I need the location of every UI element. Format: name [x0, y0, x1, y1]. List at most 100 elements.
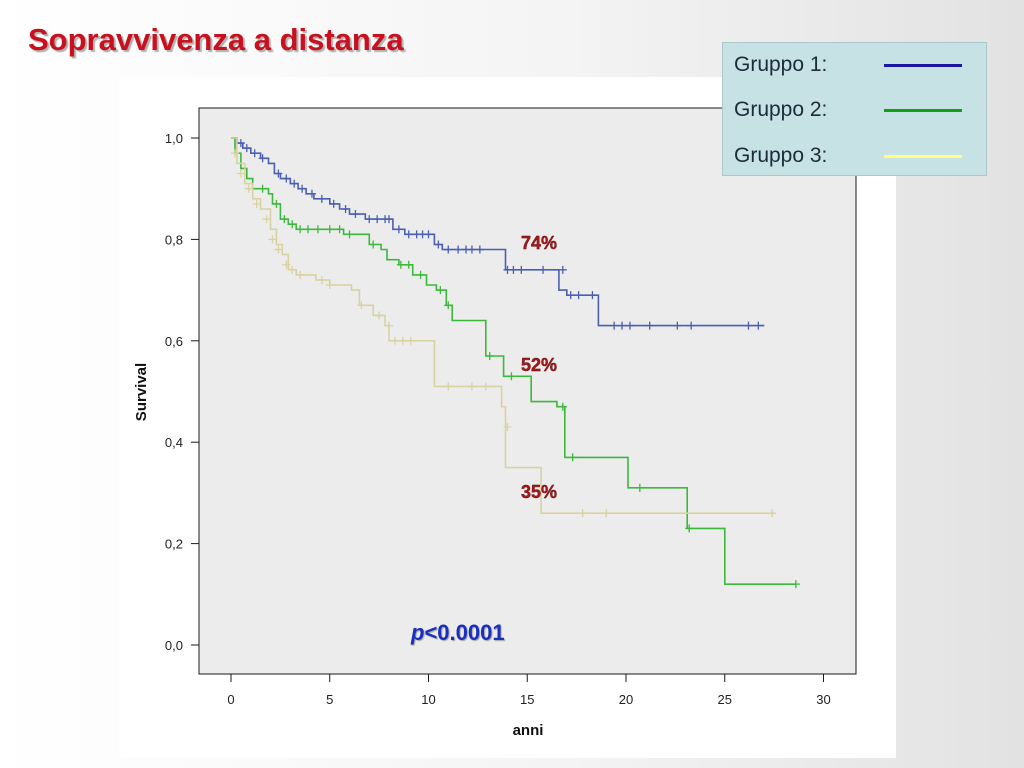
legend-swatch	[884, 64, 962, 67]
censor-mark	[317, 275, 326, 284]
censor-mark	[610, 321, 619, 330]
censor-mark	[475, 245, 484, 254]
series-3	[230, 137, 777, 518]
censor-mark	[325, 225, 334, 234]
censor-mark	[329, 199, 338, 208]
censor-mark	[539, 265, 548, 274]
legend-label: Gruppo 3:	[734, 144, 828, 167]
censor-mark	[242, 144, 251, 153]
censor-mark	[578, 509, 587, 518]
p-value-rest: <0.0001	[424, 620, 505, 645]
censor-mark	[503, 422, 512, 431]
censor-mark	[685, 524, 694, 533]
censor-mark	[290, 179, 299, 188]
x-tick-label: 15	[520, 692, 534, 707]
survival-chart: 0,0 0,2 0,4 0,6 0,8 1,0 0 5 10 15 20 25 30 Survival…	[133, 107, 857, 739]
x-tick-label: 5	[326, 692, 333, 707]
censor-mark	[236, 139, 245, 148]
x-tick-label: 30	[816, 692, 830, 707]
series-2	[231, 137, 800, 589]
censor-mark	[574, 291, 583, 300]
censor-mark	[375, 311, 384, 320]
censor-mark	[274, 169, 283, 178]
chart-panel: 0,0 0,2 0,4 0,6 0,8 1,0 0 5 10 15 20 25 30 Survival…	[119, 77, 896, 758]
censor-mark	[398, 336, 407, 345]
censor-mark	[351, 210, 360, 219]
censor-mark	[262, 215, 271, 224]
censor-mark	[558, 402, 567, 411]
censor-mark	[357, 301, 366, 310]
censor-mark	[390, 336, 399, 345]
censor-mark	[288, 265, 297, 274]
y-tick-label: 0,4	[165, 435, 183, 450]
slide-title: Sopravvivenza a distanza	[28, 22, 404, 57]
p-value: p<0.0001	[411, 620, 505, 646]
plot-area	[198, 107, 857, 675]
survival-curve-1	[231, 137, 765, 327]
censor-mark	[307, 189, 316, 198]
censor-mark	[744, 321, 753, 330]
censor-mark	[558, 265, 567, 274]
censor-mark	[345, 230, 354, 239]
censor-mark	[625, 321, 634, 330]
censor-mark	[416, 270, 425, 279]
y-tick-label: 0,0	[165, 638, 183, 653]
censor-mark	[335, 225, 344, 234]
censor-mark	[304, 225, 313, 234]
censor-mark	[645, 321, 654, 330]
censor-mark	[507, 372, 516, 381]
censor-mark	[481, 382, 490, 391]
censor-mark	[230, 149, 239, 158]
censor-mark	[568, 453, 577, 462]
censor-mark	[396, 260, 405, 269]
censor-mark	[588, 291, 597, 300]
series-1	[231, 137, 765, 330]
censor-mark	[406, 336, 415, 345]
annotation-35: 35%	[521, 482, 557, 502]
censor-mark	[313, 225, 322, 234]
censor-mark	[296, 225, 305, 234]
x-axis: 0 5 10 15 20 25 30	[227, 674, 831, 707]
censor-mark	[236, 169, 245, 178]
y-tick-label: 0,8	[165, 232, 183, 247]
censor-mark	[673, 321, 682, 330]
censor-mark	[288, 220, 297, 229]
censor-mark	[768, 509, 777, 518]
censor-mark	[509, 265, 518, 274]
censor-mark	[280, 215, 289, 224]
censor-mark	[635, 483, 644, 492]
censor-mark	[296, 270, 305, 279]
censor-mark	[791, 580, 800, 589]
p-value-italic: p	[411, 620, 425, 645]
series-layer	[230, 137, 800, 589]
y-axis-label: Survival	[133, 363, 150, 421]
x-tick-label: 0	[227, 692, 234, 707]
censor-mark	[444, 382, 453, 391]
censor-mark	[404, 260, 413, 269]
censor-mark	[566, 291, 575, 300]
censor-mark	[385, 321, 393, 330]
censor-mark	[282, 174, 291, 183]
censor-mark	[394, 225, 403, 234]
censor-mark	[404, 230, 413, 239]
legend-swatch	[884, 109, 962, 112]
legend-swatch	[884, 155, 962, 158]
censor-mark	[602, 509, 611, 518]
censor-mark	[385, 215, 393, 224]
censor-mark	[485, 352, 494, 361]
censor-mark	[424, 230, 433, 239]
y-axis: 0,0 0,2 0,4 0,6 0,8 1,0	[165, 131, 199, 653]
x-tick-label: 20	[619, 692, 633, 707]
censor-mark	[434, 240, 443, 249]
censor-mark	[341, 204, 350, 213]
censor-mark	[467, 382, 476, 391]
legend-label: Gruppo 1:	[734, 53, 828, 76]
censor-mark	[444, 301, 453, 310]
censor-mark	[317, 194, 326, 203]
censor-mark	[369, 240, 378, 249]
censor-mark	[298, 184, 307, 193]
censor-mark	[258, 184, 267, 193]
censor-mark	[687, 321, 696, 330]
censor-mark	[252, 199, 261, 208]
censor-mark	[274, 245, 283, 254]
